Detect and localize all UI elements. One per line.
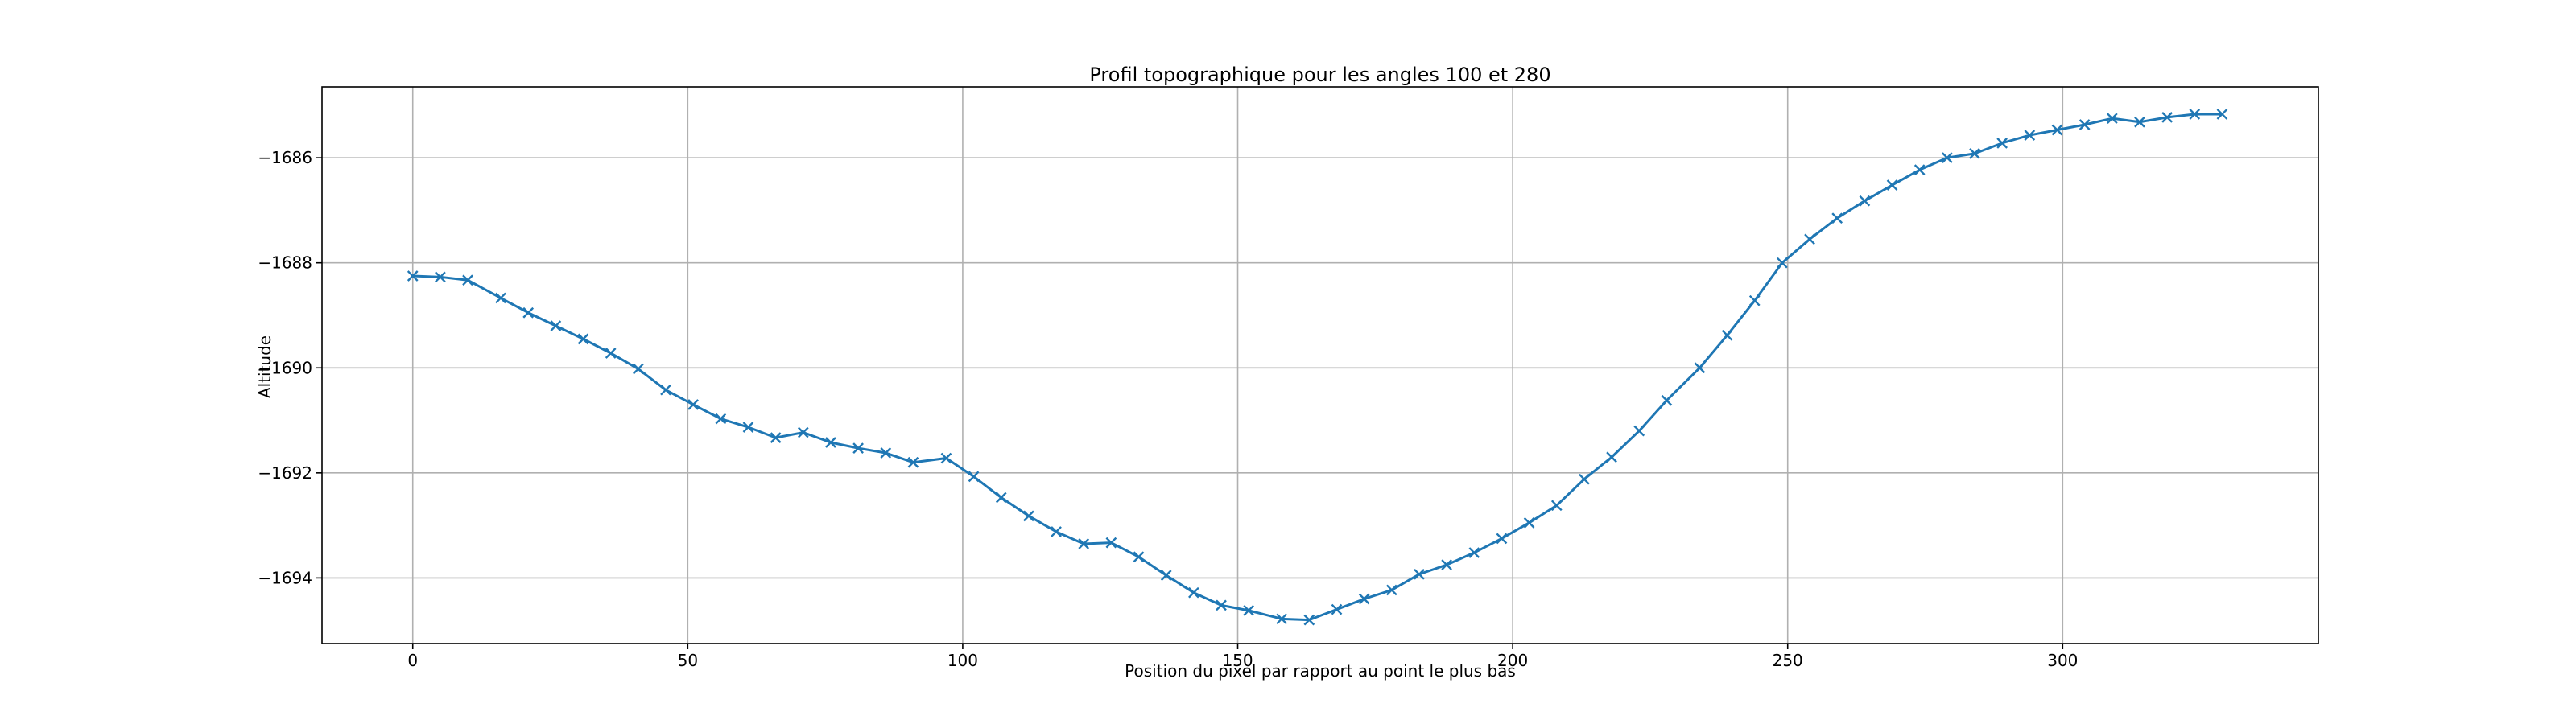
data-point-marker — [1633, 425, 1645, 437]
data-point-marker — [605, 348, 617, 359]
data-point-marker — [1721, 329, 1733, 341]
data-point-marker — [825, 437, 836, 448]
grid-layer — [322, 87, 2318, 644]
data-point-marker — [2079, 119, 2091, 130]
data-point-marker — [1913, 164, 1926, 175]
data-point-marker — [1831, 212, 1843, 224]
x-tick-label: 0 — [407, 651, 418, 670]
data-point-marker — [1523, 517, 1535, 529]
data-point-marker — [1188, 586, 1199, 599]
data-point-marker — [2024, 130, 2036, 141]
data-point-marker — [1023, 510, 1034, 522]
data-point-marker — [715, 413, 727, 425]
x-tick-label: 300 — [2047, 651, 2078, 670]
y-tick-label: −1690 — [258, 358, 312, 377]
data-point-marker — [1661, 394, 1673, 406]
data-point-marker — [1777, 257, 1788, 269]
data-point-marker — [1996, 138, 2008, 149]
data-point-marker — [1941, 152, 1953, 163]
data-point-marker — [1886, 179, 1898, 191]
data-point-marker — [1303, 614, 1315, 626]
data-point-marker — [1579, 473, 1590, 485]
x-tick-label: 100 — [947, 651, 978, 670]
frame-layer — [321, 86, 2319, 644]
data-point-marker — [407, 270, 419, 282]
data-point-marker — [880, 447, 892, 459]
data-point-marker — [1606, 451, 1617, 463]
y-tick-label: −1694 — [258, 568, 312, 587]
data-point-marker — [687, 399, 700, 410]
data-point-marker — [2161, 112, 2173, 123]
data-point-marker — [550, 320, 562, 331]
data-point-marker — [1276, 613, 1288, 625]
series-layer — [407, 109, 2228, 626]
data-point-marker — [995, 492, 1007, 504]
data-point-marker — [660, 384, 671, 396]
data-point-marker — [1385, 584, 1397, 596]
data-point-marker — [1441, 559, 1452, 570]
data-point-marker — [495, 292, 506, 304]
y-axis-title: Altitude — [255, 335, 275, 398]
series-line — [412, 113, 2223, 622]
plot-frame — [321, 86, 2319, 644]
data-point-marker — [1216, 599, 1227, 611]
data-point-marker — [940, 452, 952, 464]
y-tick-label: −1686 — [258, 148, 312, 167]
data-point-marker — [1078, 538, 1090, 549]
data-point-marker — [1748, 294, 1761, 306]
data-point-marker — [1468, 547, 1480, 558]
data-point-marker — [2051, 124, 2063, 136]
data-point-marker — [1331, 603, 1343, 615]
data-point-marker — [1358, 593, 1370, 605]
data-point-marker — [1414, 568, 1425, 580]
tick-layer: 0 50 100 150 200 250 300 −1694 −1692 −1690 −1688 −1… — [258, 148, 2078, 670]
data-point-marker — [632, 363, 644, 375]
data-point-marker — [968, 471, 980, 483]
data-point-marker — [2216, 109, 2228, 120]
data-point-marker — [522, 306, 535, 319]
data-point-marker — [1051, 526, 1062, 537]
x-tick-label: 250 — [1773, 651, 1803, 670]
data-point-marker — [907, 456, 919, 468]
x-axis-title: Position du pixel par rapport au point l… — [1125, 661, 1516, 681]
data-point-marker — [1160, 570, 1172, 581]
x-tick-label: 200 — [1497, 651, 1528, 670]
y-tick-label: −1688 — [258, 253, 312, 273]
x-tick-label: 50 — [678, 651, 698, 670]
data-point-marker — [1804, 233, 1815, 245]
data-point-marker — [2134, 116, 2145, 128]
data-point-marker — [1859, 195, 1871, 207]
data-point-marker — [1550, 500, 1563, 512]
data-point-marker — [577, 333, 589, 345]
y-tick-label: −1692 — [258, 463, 312, 483]
data-point-marker — [1694, 362, 1706, 374]
data-point-marker — [1496, 533, 1508, 545]
data-point-marker — [1133, 551, 1145, 563]
data-point-marker — [852, 442, 864, 454]
data-point-marker — [742, 422, 754, 433]
data-point-marker — [462, 274, 473, 286]
data-point-marker — [797, 426, 809, 438]
x-tick-label: 150 — [1222, 651, 1253, 670]
data-point-marker — [435, 271, 446, 283]
data-point-marker — [2189, 109, 2201, 120]
data-point-marker — [1105, 537, 1117, 549]
chart-title: Profil topographique pour les angles 100… — [1089, 64, 1550, 86]
data-point-marker — [2106, 113, 2118, 125]
data-point-marker — [1969, 148, 1980, 159]
data-point-marker — [1243, 605, 1255, 616]
data-point-marker — [770, 432, 782, 443]
